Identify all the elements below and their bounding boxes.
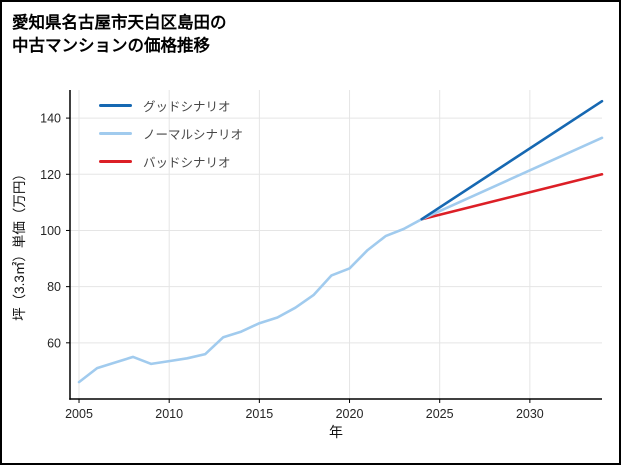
chart-title-line-1: 愛知県名古屋市天白区島田の xyxy=(12,14,227,32)
normal-scenario-line xyxy=(77,136,604,384)
bad-scenario-line xyxy=(420,173,604,221)
legend-item-good-scenario: グッドシナリオ xyxy=(99,96,243,115)
legend-item-normal-scenario: ノーマルシナリオ xyxy=(99,124,243,143)
x-tick-label: 2005 xyxy=(65,407,93,421)
good-scenario-legend-label: グッドシナリオ xyxy=(143,100,231,114)
legend: グッドシナリオ ノーマルシナリオ バッドシナリオ xyxy=(99,96,243,171)
x-tick-label: 2025 xyxy=(426,407,454,421)
y-tick-label: 100 xyxy=(40,224,61,238)
x-tick-label: 2020 xyxy=(336,407,364,421)
y-tick-label: 140 xyxy=(40,112,61,126)
legend-item-bad-scenario: バッドシナリオ xyxy=(99,152,243,171)
chart-title-line-2: 中古マンションの価格推移 xyxy=(12,37,210,56)
x-tick-label: 2015 xyxy=(245,407,273,421)
good-scenario-line xyxy=(420,99,604,221)
normal-scenario-legend-label: ノーマルシナリオ xyxy=(143,128,244,142)
x-tick-label: 2030 xyxy=(516,407,544,421)
y-tick-label: 80 xyxy=(47,280,61,294)
y-tick-label: 60 xyxy=(47,336,61,350)
y-axis-label: 坪（3.3㎡）単価（万円） xyxy=(12,167,27,321)
normal-scenario-line-swatch xyxy=(99,132,132,135)
y-tick-label: 120 xyxy=(40,168,61,182)
bad-scenario-legend-label: バッドシナリオ xyxy=(143,156,231,170)
good-scenario-line-swatch xyxy=(99,104,132,107)
chart-title: 愛知県名古屋市天白区島田の 中古マンションの価格推移 xyxy=(12,12,227,59)
x-axis-label: 年 xyxy=(329,424,343,440)
bad-scenario-line-swatch xyxy=(99,160,132,163)
x-tick-label: 2010 xyxy=(155,407,183,421)
